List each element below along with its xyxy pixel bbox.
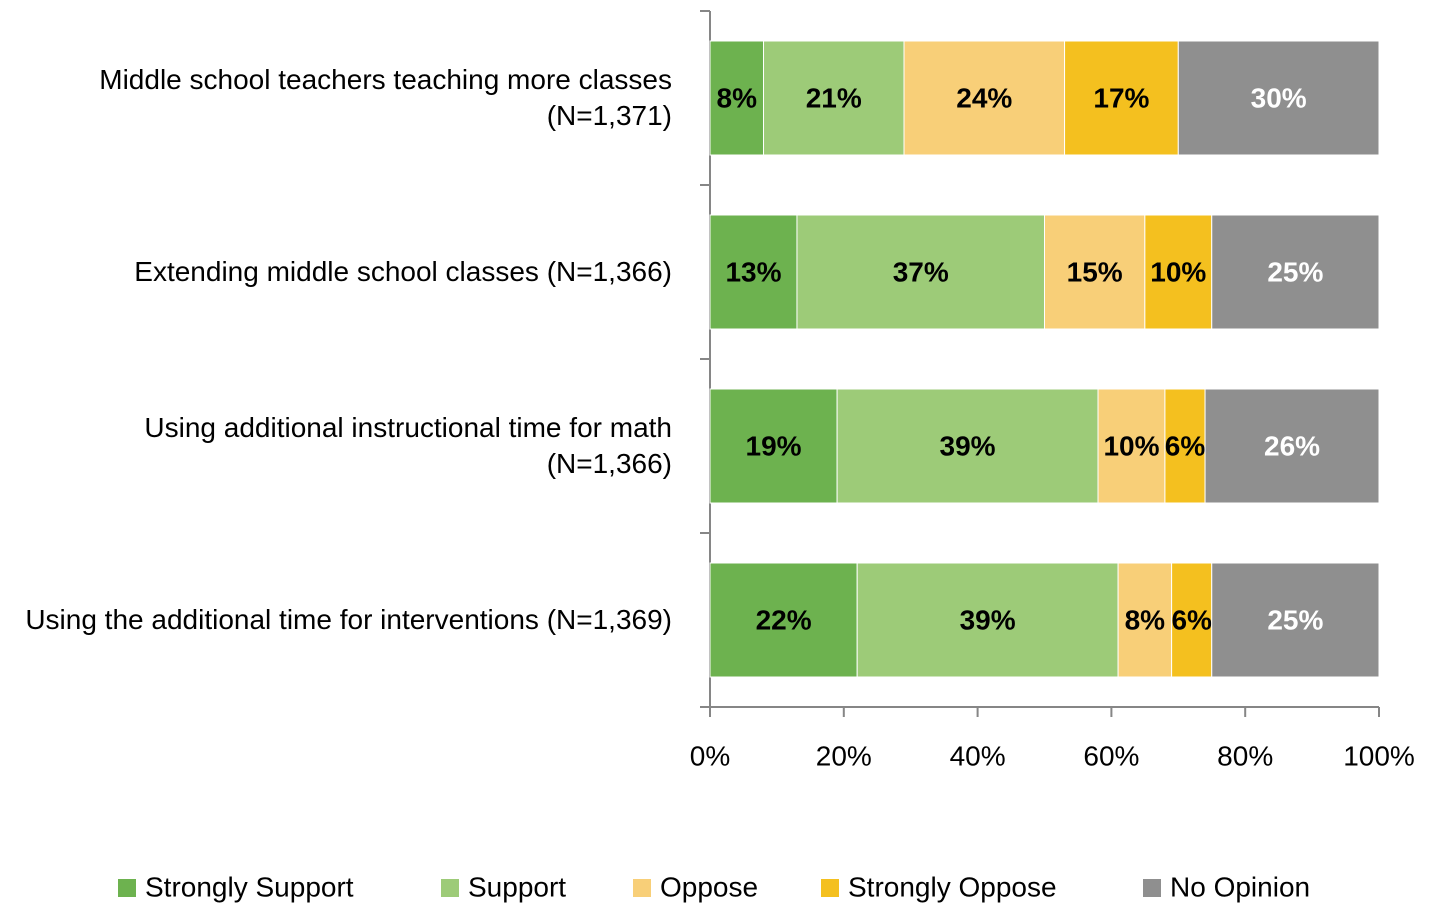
data-label: 25% — [1267, 604, 1323, 635]
legend-swatch — [633, 879, 651, 897]
legend-label: Strongly Oppose — [848, 871, 1057, 902]
x-tick-label: 80% — [1217, 740, 1273, 771]
x-tick-label: 20% — [816, 740, 872, 771]
bar-segment — [1117, 562, 1173, 678]
bar-segment — [709, 40, 765, 156]
bar-segment — [1204, 388, 1380, 504]
bar-segment — [709, 214, 798, 330]
bar-segment — [1211, 562, 1380, 678]
bar-segment — [1171, 562, 1213, 678]
bar-segment — [856, 562, 1119, 678]
data-label: 8% — [717, 82, 758, 113]
bar-segment — [903, 40, 1066, 156]
data-label: 21% — [806, 82, 862, 113]
data-label: 26% — [1264, 430, 1320, 461]
data-label: 8% — [1125, 604, 1166, 635]
bar-segment — [796, 214, 1045, 330]
x-tick-label: 100% — [1343, 740, 1415, 771]
data-label: 30% — [1251, 82, 1307, 113]
legend-label: No Opinion — [1170, 871, 1310, 902]
bar-segment — [1211, 214, 1380, 330]
data-label: 22% — [756, 604, 812, 635]
category-label: Using the additional time for interventi… — [25, 604, 672, 635]
legend-label: Oppose — [660, 871, 758, 902]
bar-segment — [1177, 40, 1380, 156]
data-label: 24% — [956, 82, 1012, 113]
x-tick-label: 40% — [950, 740, 1006, 771]
data-label: 19% — [746, 430, 802, 461]
bar-segment — [1044, 214, 1146, 330]
legend-swatch — [821, 879, 839, 897]
data-label: 6% — [1171, 604, 1212, 635]
category-label: Middle school teachers teaching more cla… — [99, 64, 672, 131]
data-label: 10% — [1103, 430, 1159, 461]
legend-swatch — [118, 879, 136, 897]
data-label: 15% — [1067, 256, 1123, 287]
x-tick-label: 0% — [690, 740, 730, 771]
bar-segment — [1164, 388, 1206, 504]
data-label: 25% — [1267, 256, 1323, 287]
data-label: 39% — [960, 604, 1016, 635]
bar-segment — [763, 40, 905, 156]
data-label: 10% — [1150, 256, 1206, 287]
bar-segment — [836, 388, 1099, 504]
category-label: Extending middle school classes (N=1,366… — [134, 256, 672, 287]
data-label: 13% — [725, 256, 781, 287]
bar-segment — [1064, 40, 1179, 156]
x-tick-label: 60% — [1083, 740, 1139, 771]
legend-label: Support — [468, 871, 566, 902]
data-label: 17% — [1093, 82, 1149, 113]
legend-label: Strongly Support — [145, 871, 354, 902]
bar-segment — [709, 388, 838, 504]
data-label: 37% — [893, 256, 949, 287]
data-label: 39% — [940, 430, 996, 461]
legend-swatch — [441, 879, 459, 897]
legend-swatch — [1143, 879, 1161, 897]
data-label: 6% — [1165, 430, 1206, 461]
bar-segment — [1144, 214, 1213, 330]
bar-segment — [709, 562, 858, 678]
category-label: Using additional instructional time for … — [144, 412, 672, 479]
